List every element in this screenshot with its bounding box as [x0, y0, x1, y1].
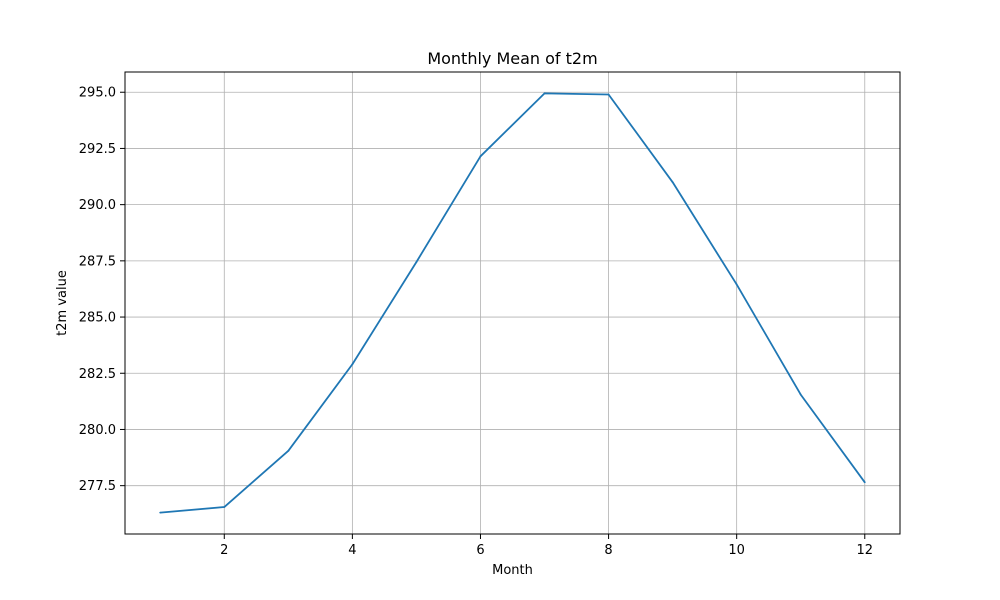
data-point — [479, 155, 482, 158]
y-tick-label: 277.5 — [79, 479, 116, 494]
chart-title: Monthly Mean of t2m — [427, 49, 597, 68]
series-layer — [159, 92, 866, 514]
x-tick-label: 2 — [220, 543, 228, 558]
data-point — [287, 449, 290, 452]
y-axis-label: t2m value — [55, 270, 70, 336]
y-tick-label: 295.0 — [79, 86, 116, 101]
y-tick-label: 285.0 — [79, 311, 116, 326]
data-point — [735, 283, 738, 286]
data-point — [159, 511, 162, 514]
series-line — [160, 92, 866, 514]
x-tick-label: 10 — [728, 543, 745, 558]
data-point — [543, 92, 546, 95]
y-tick-label: 282.5 — [79, 367, 116, 382]
x-tick-label: 4 — [348, 543, 356, 558]
y-tick-label: 280.0 — [79, 423, 116, 438]
data-point — [863, 481, 866, 484]
data-point — [223, 506, 226, 508]
y-tick-label: 290.0 — [79, 198, 116, 213]
x-tick-label: 8 — [604, 543, 612, 558]
data-point — [799, 393, 802, 396]
data-point — [351, 363, 354, 366]
x-tick-label: 6 — [476, 543, 484, 558]
x-tick-label: 12 — [856, 543, 873, 558]
x-axis-label: Month — [492, 563, 533, 578]
y-tick-label: 292.5 — [79, 142, 116, 157]
data-point — [671, 181, 674, 184]
data-point — [415, 261, 418, 263]
y-tick-layer: 277.5 280.0 282.5 285.0 287.5 290.0 292.5 295.0 — [79, 86, 125, 494]
x-tick-layer: 2 4 6 8 10 12 — [220, 534, 873, 558]
data-point — [607, 93, 610, 96]
plot-frame — [124, 71, 901, 535]
grid-layer — [125, 72, 900, 534]
y-tick-label: 287.5 — [79, 254, 116, 269]
